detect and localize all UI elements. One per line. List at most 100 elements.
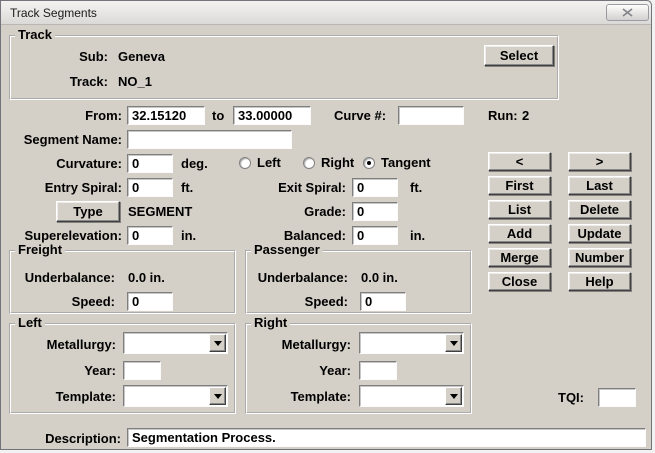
balanced-label: Balanced: xyxy=(283,228,346,243)
tangent-radio[interactable]: Tangent xyxy=(363,155,431,170)
titlebar[interactable]: Track Segments xyxy=(1,1,651,25)
list-button[interactable]: List xyxy=(488,200,551,219)
exit-spiral-unit-label: ft. xyxy=(410,180,423,195)
right-rail-group-label: Right xyxy=(251,316,291,330)
freight-speed-label: Speed: xyxy=(71,294,115,309)
left-radio-label: Left xyxy=(257,154,281,170)
update-button[interactable]: Update xyxy=(568,224,631,243)
exit-spiral-field[interactable] xyxy=(352,178,398,197)
right-metallurgy-dropdown-button[interactable] xyxy=(445,334,462,352)
segment-name-field[interactable] xyxy=(127,130,292,149)
right-radio[interactable]: Right xyxy=(303,155,354,170)
left-template-dropdown-button[interactable] xyxy=(209,387,226,405)
from-label: From: xyxy=(85,108,122,123)
curvature-unit-label: deg. xyxy=(181,156,208,171)
superelevation-unit-label: in. xyxy=(181,228,197,243)
segment-name-label: Segment Name: xyxy=(23,132,122,147)
right-year-label: Year: xyxy=(319,363,351,378)
sub-value: Geneva xyxy=(118,49,165,64)
left-year-field[interactable] xyxy=(123,361,161,380)
close-button[interactable] xyxy=(606,4,649,21)
left-metallurgy-label: Metallurgy: xyxy=(46,337,116,352)
freight-group-label: Freight xyxy=(15,243,66,257)
balanced-field[interactable] xyxy=(352,226,398,245)
left-rail-groupbox xyxy=(9,323,236,414)
dropdown-arrow-icon xyxy=(213,393,222,399)
prev-button[interactable]: < xyxy=(488,152,551,171)
left-rail-group-label: Left xyxy=(15,316,45,330)
dropdown-arrow-icon xyxy=(449,340,458,346)
curvature-field[interactable] xyxy=(127,154,173,173)
left-radio[interactable]: Left xyxy=(239,155,281,170)
merge-button[interactable]: Merge xyxy=(488,248,551,267)
close-icon xyxy=(622,8,633,17)
right-radio-label: Right xyxy=(321,154,355,170)
window-title: Track Segments xyxy=(10,6,97,20)
tqi-field[interactable] xyxy=(598,388,636,407)
passenger-speed-label: Speed: xyxy=(304,294,348,309)
tangent-radio-label: Tangent xyxy=(381,154,431,170)
last-button[interactable]: Last xyxy=(568,176,631,195)
left-metallurgy-select[interactable] xyxy=(123,332,228,354)
track-value: NO_1 xyxy=(118,74,152,89)
next-button[interactable]: > xyxy=(568,152,631,171)
passenger-underbalance-value: 0.0 in. xyxy=(361,270,398,285)
curvature-label: Curvature: xyxy=(56,156,122,171)
freight-groupbox xyxy=(9,250,236,314)
to-field[interactable] xyxy=(233,106,311,125)
right-metallurgy-select[interactable] xyxy=(359,332,464,354)
type-button[interactable]: Type xyxy=(56,201,120,222)
select-button[interactable]: Select xyxy=(484,45,554,66)
from-field[interactable] xyxy=(127,106,205,125)
grade-field[interactable] xyxy=(352,202,398,221)
right-year-field[interactable] xyxy=(359,361,397,380)
tangent-radio-circle-icon xyxy=(363,156,375,169)
left-metallurgy-dropdown-button[interactable] xyxy=(209,334,226,352)
description-label: Description: xyxy=(45,431,121,446)
track-label: Track: xyxy=(69,74,108,89)
nav-button-grid: < > First Last List Delete Add Update Me… xyxy=(488,152,631,291)
freight-speed-field[interactable] xyxy=(127,292,173,311)
right-template-dropdown-button[interactable] xyxy=(445,387,462,405)
superelevation-field[interactable] xyxy=(127,226,173,245)
balanced-unit-label: in. xyxy=(410,228,426,243)
number-button[interactable]: Number xyxy=(568,248,631,267)
right-template-select[interactable] xyxy=(359,385,464,407)
add-button[interactable]: Add xyxy=(488,224,551,243)
right-metallurgy-label: Metallurgy: xyxy=(281,337,351,352)
help-button[interactable]: Help xyxy=(568,272,631,291)
passenger-speed-field[interactable] xyxy=(360,292,406,311)
track-group-label: Track xyxy=(15,28,55,42)
passenger-groupbox xyxy=(245,250,472,314)
run-label: Run: xyxy=(488,108,518,123)
delete-button[interactable]: Delete xyxy=(568,200,631,219)
freight-underbalance-label: Underbalance: xyxy=(24,270,115,285)
grade-label: Grade: xyxy=(304,204,346,219)
left-radio-circle-icon xyxy=(239,156,251,169)
right-template-label: Template: xyxy=(290,389,351,404)
right-rail-groupbox xyxy=(245,323,472,414)
run-value: 2 xyxy=(522,108,530,123)
exit-spiral-label: Exit Spiral: xyxy=(278,180,346,195)
first-button[interactable]: First xyxy=(488,176,551,195)
description-field[interactable] xyxy=(127,428,646,447)
superelevation-label: Superelevation: xyxy=(24,228,122,243)
freight-underbalance-value: 0.0 in. xyxy=(128,270,165,285)
tqi-label: TQI: xyxy=(558,390,584,405)
entry-spiral-unit-label: ft. xyxy=(181,180,194,195)
entry-spiral-field[interactable] xyxy=(127,178,173,197)
sub-label: Sub: xyxy=(79,49,108,64)
to-label: to xyxy=(212,108,225,123)
left-year-label: Year: xyxy=(84,363,116,378)
passenger-group-label: Passenger xyxy=(251,243,323,257)
left-template-select[interactable] xyxy=(123,385,228,407)
passenger-underbalance-label: Underbalance: xyxy=(257,270,348,285)
track-groupbox xyxy=(9,35,559,100)
dropdown-arrow-icon xyxy=(449,393,458,399)
curve-number-field[interactable] xyxy=(398,106,464,125)
curve-number-label: Curve #: xyxy=(334,108,387,123)
close-dialog-button[interactable]: Close xyxy=(488,272,551,291)
left-template-label: Template: xyxy=(55,389,116,404)
dropdown-arrow-icon xyxy=(213,340,222,346)
